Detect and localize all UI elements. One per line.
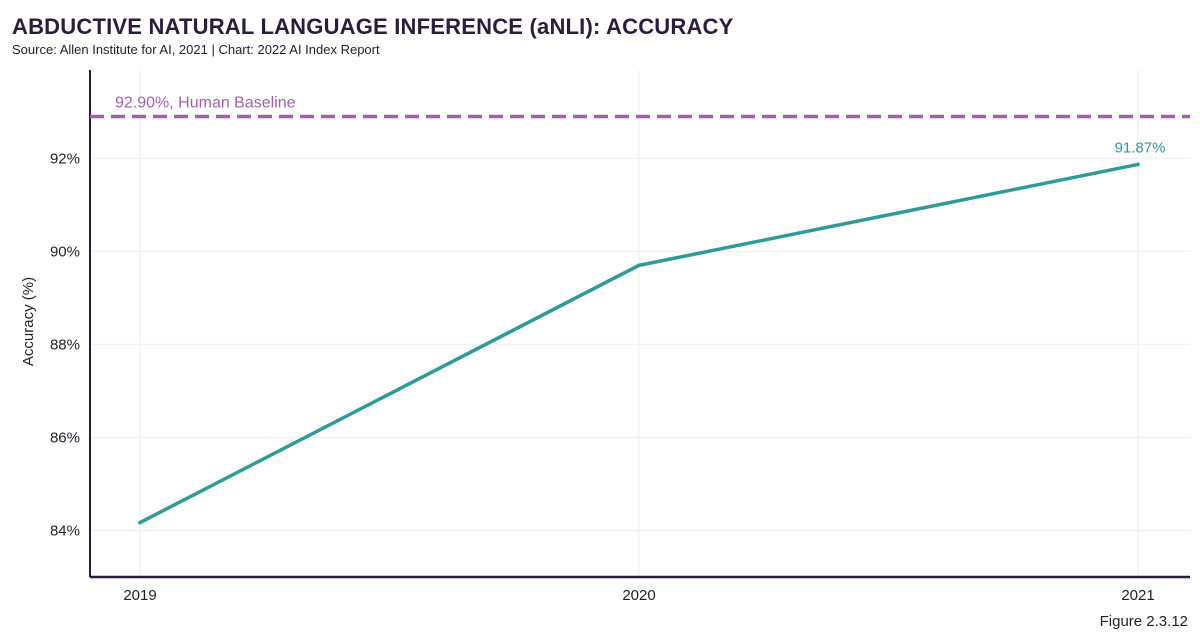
chart-title: ABDUCTIVE NATURAL LANGUAGE INFERENCE (aN…: [12, 14, 734, 39]
x-tick-label: 2020: [622, 587, 655, 604]
y-tick-label: 90%: [50, 243, 80, 260]
y-axis-title: Accuracy (%): [20, 277, 37, 366]
data-point: [138, 520, 142, 525]
x-tick-label: 2021: [1121, 587, 1154, 604]
x-tick-label: 2019: [123, 587, 156, 604]
chart-source: Source: Allen Institute for AI, 2021 | C…: [12, 42, 380, 57]
y-tick-label: 86%: [50, 429, 80, 446]
y-tick-label: 88%: [50, 336, 80, 353]
data-label: 91.87%: [1115, 139, 1166, 156]
data-point: [1136, 162, 1140, 167]
y-tick-label: 92%: [50, 150, 80, 167]
data-point: [637, 263, 641, 268]
y-tick-label: 84%: [50, 522, 80, 539]
human-baseline-label: 92.90%, Human Baseline: [115, 95, 296, 112]
figure-label: Figure 2.3.12: [1099, 613, 1188, 630]
